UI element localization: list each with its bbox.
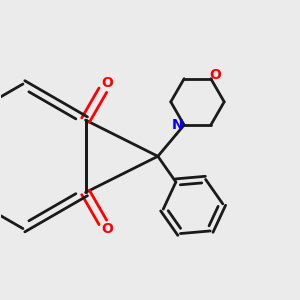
Text: O: O	[210, 68, 221, 82]
Text: N: N	[172, 118, 184, 132]
Text: O: O	[101, 76, 113, 90]
Text: O: O	[101, 222, 113, 236]
